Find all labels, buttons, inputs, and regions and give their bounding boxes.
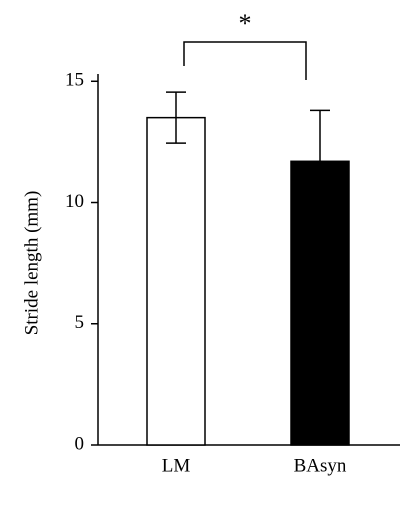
significance-bracket [183,41,307,80]
x-tick-label: BAsyn [294,455,347,476]
y-tick-label: 15 [65,70,84,91]
error-bar [310,109,330,213]
x-tick-label: LM [162,455,191,476]
y-tick-label: 5 [75,312,85,333]
significance-star: * [239,9,252,38]
bar [146,116,206,446]
y-tick-label: 0 [75,433,85,454]
error-bar [166,91,186,144]
y-tick-label: 10 [65,191,84,212]
y-axis-label: Stride length (mm) [21,191,42,336]
